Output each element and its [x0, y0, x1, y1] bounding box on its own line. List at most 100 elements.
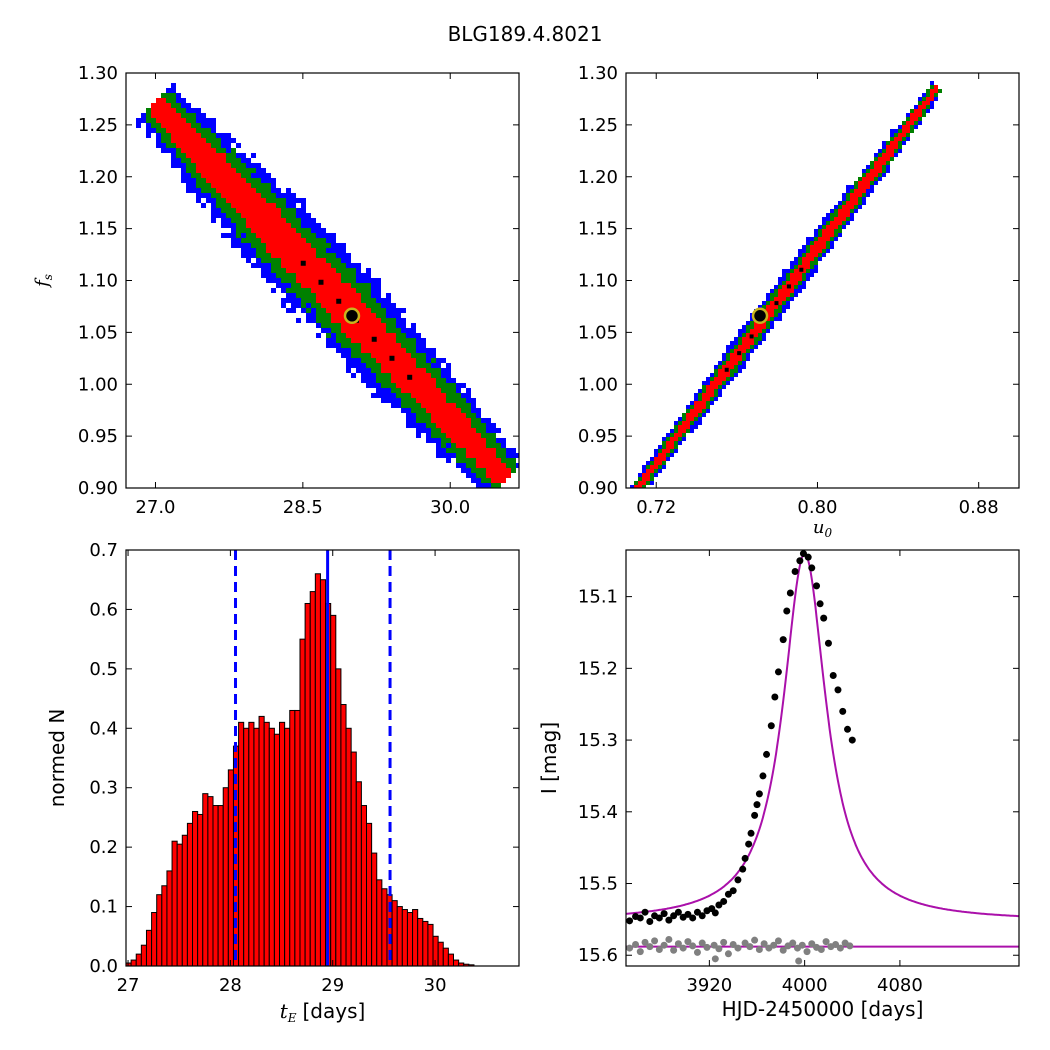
sigma3-cell — [431, 348, 436, 353]
sigma1-cell — [476, 453, 481, 458]
sigma2-cell — [898, 145, 902, 149]
sigma3-cell — [246, 243, 251, 248]
sigma2-cell — [471, 458, 476, 463]
sigma3-cell — [466, 468, 471, 473]
sigma1-cell — [361, 303, 366, 308]
sigma1-cell — [171, 108, 176, 113]
histogram-bar — [319, 579, 327, 967]
sigma3-cell — [176, 163, 181, 168]
sigma3-cell — [141, 113, 146, 118]
sigma2-cell — [296, 223, 301, 228]
y-tick-label: 1.25 — [578, 115, 618, 136]
sigma2-cell — [246, 178, 251, 183]
sigma3-cell — [206, 123, 211, 128]
sigma1-cell — [670, 445, 674, 449]
sigma1-cell — [690, 413, 694, 417]
sigma2-cell — [850, 209, 854, 213]
x-tick-label: 30.0 — [430, 497, 470, 518]
sigma1-cell — [406, 383, 411, 388]
sigma3-cell — [311, 308, 316, 313]
sigma3-cell — [718, 389, 722, 393]
sigma1-cell — [826, 233, 830, 237]
sigma2-cell — [431, 358, 436, 363]
sigma2-cell — [356, 353, 361, 358]
sigma3-cell — [630, 485, 634, 488]
data-point — [729, 887, 737, 895]
sigma3-cell — [196, 113, 201, 118]
sigma1-cell — [922, 101, 926, 105]
sigma1-cell — [346, 283, 351, 288]
sigma2-cell — [291, 288, 296, 293]
sigma1-cell — [306, 263, 311, 268]
sigma3-cell — [878, 177, 882, 181]
sigma2-cell — [216, 138, 221, 143]
sigma2-cell — [634, 481, 638, 485]
sigma3-cell — [306, 213, 311, 218]
sigma3-cell — [456, 463, 461, 468]
sigma1-cell — [206, 168, 211, 173]
sigma1-cell — [431, 378, 436, 383]
sigma2-cell — [650, 461, 654, 465]
sigma3-cell — [690, 425, 694, 429]
sigma2-cell — [858, 177, 862, 181]
sigma1-cell — [346, 298, 351, 303]
sigma2-cell — [311, 233, 316, 238]
sigma3-cell — [466, 393, 471, 398]
sigma3-cell — [326, 238, 331, 243]
sigma3-cell — [326, 343, 331, 348]
sigma1-cell — [842, 209, 846, 213]
sigma3-cell — [738, 333, 742, 337]
sigma2-cell — [281, 268, 286, 273]
sigma2-cell — [276, 263, 281, 268]
sigma2-cell — [341, 263, 346, 268]
best-cell — [799, 267, 804, 272]
sigma3-cell — [436, 453, 441, 458]
sigma2-cell — [211, 133, 216, 138]
sigma2-cell — [346, 273, 351, 278]
histogram-bar — [432, 935, 439, 967]
sigma1-cell — [351, 303, 356, 308]
sigma3-cell — [291, 308, 296, 313]
sigma1-cell — [331, 308, 336, 313]
sigma3-cell — [386, 303, 391, 308]
sigma2-cell — [311, 298, 316, 303]
sigma1-cell — [341, 308, 346, 313]
sigma1-cell — [261, 223, 266, 228]
sigma1-cell — [401, 378, 406, 383]
sigma1-cell — [456, 408, 461, 413]
sigma1-cell — [286, 258, 291, 263]
sigma1-cell — [261, 208, 266, 213]
histogram-bar — [186, 822, 194, 967]
sigma2-cell — [690, 405, 694, 409]
sigma1-cell — [411, 378, 416, 383]
data-point — [808, 564, 816, 572]
sigma1-cell — [406, 378, 411, 383]
sigma1-cell — [296, 253, 301, 258]
sigma1-cell — [281, 253, 286, 258]
sigma3-cell — [846, 189, 850, 193]
sigma2-cell — [296, 283, 301, 288]
sigma2-cell — [381, 318, 386, 323]
sigma1-cell — [436, 408, 441, 413]
sigma1-cell — [221, 173, 226, 178]
sigma1-cell — [401, 348, 406, 353]
sigma2-cell — [321, 313, 326, 318]
sigma3-cell — [231, 233, 236, 238]
sigma2-cell — [834, 213, 838, 217]
sigma3-cell — [231, 138, 236, 143]
sigma1-cell — [171, 123, 176, 128]
model-curve — [626, 552, 1019, 918]
sigma1-cell — [451, 403, 456, 408]
sigma1-cell — [326, 268, 331, 273]
sigma3-cell — [401, 318, 406, 323]
sigma1-cell — [226, 198, 231, 203]
sigma1-cell — [381, 368, 386, 373]
sigma1-cell — [416, 368, 421, 373]
sigma2-cell — [858, 197, 862, 201]
sigma1-cell — [271, 213, 276, 218]
sigma2-cell — [171, 103, 176, 108]
sigma3-cell — [161, 148, 166, 153]
sigma2-cell — [734, 369, 738, 373]
sigma1-cell — [822, 241, 826, 245]
sigma1-cell — [161, 123, 166, 128]
